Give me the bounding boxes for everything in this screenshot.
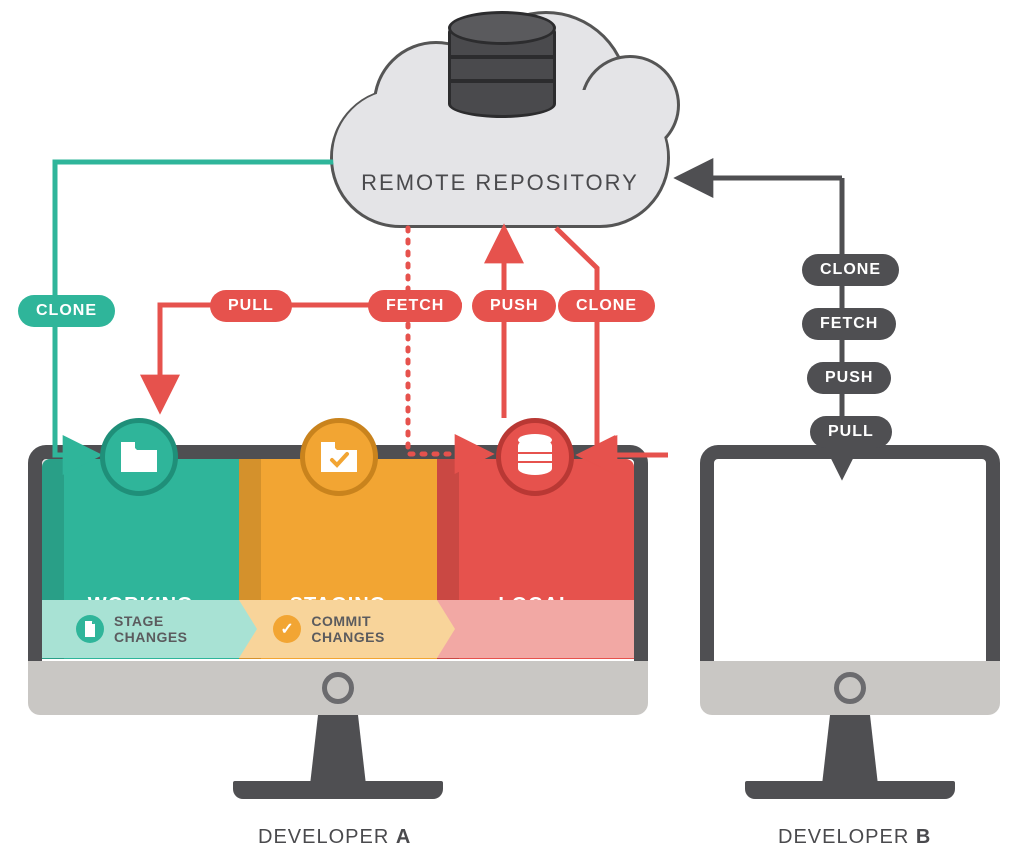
action-label-line1: COMMIT — [311, 613, 371, 629]
pill-fetch: FETCH — [368, 290, 462, 322]
action-stage-changes: STAGECHANGES — [42, 600, 239, 658]
pill-clone-red: CLONE — [558, 290, 655, 322]
check-icon: ✓ — [273, 615, 301, 643]
action-final — [437, 600, 634, 658]
monitor-stand — [800, 715, 900, 785]
pill-b-fetch: FETCH — [802, 308, 896, 340]
database-icon — [448, 18, 556, 118]
screen-a-actions: STAGECHANGES ✓ COMMITCHANGES — [42, 600, 634, 658]
dev-label-bold: A — [396, 826, 411, 848]
pill-push: PUSH — [472, 290, 556, 322]
pill-b-push: PUSH — [807, 362, 891, 394]
file-icon — [76, 615, 104, 643]
remote-repository-label: REMOTE REPOSITORY — [360, 170, 640, 196]
pill-b-pull: PULL — [810, 416, 892, 448]
action-label-line1: STAGE — [114, 613, 164, 629]
developer-a-label: DEVELOPER A — [258, 826, 411, 849]
database-mini-icon — [496, 418, 574, 496]
monitor-stand-base — [745, 781, 955, 799]
monitor-chin — [700, 661, 1000, 715]
dev-label-prefix: DEVELOPER — [778, 826, 916, 848]
pill-clone-teal: CLONE — [18, 295, 115, 327]
developer-b-monitor — [700, 445, 1000, 715]
pill-pull: PULL — [210, 290, 292, 322]
git-workflow-diagram: REMOTE REPOSITORY WORKINGCOPY STAGINGARE… — [0, 0, 1018, 858]
dev-label-prefix: DEVELOPER — [258, 826, 396, 848]
monitor-chin — [28, 661, 648, 715]
action-label-line2: CHANGES — [311, 629, 385, 645]
monitor-stand — [288, 715, 388, 785]
action-commit-changes: ✓ COMMITCHANGES — [239, 600, 436, 658]
monitor-stand-base — [233, 781, 443, 799]
folder-check-icon — [300, 418, 378, 496]
folder-icon — [100, 418, 178, 496]
action-label-line2: CHANGES — [114, 629, 188, 645]
developer-b-label: DEVELOPER B — [778, 826, 931, 849]
pill-b-clone: CLONE — [802, 254, 899, 286]
dev-label-bold: B — [916, 826, 931, 848]
